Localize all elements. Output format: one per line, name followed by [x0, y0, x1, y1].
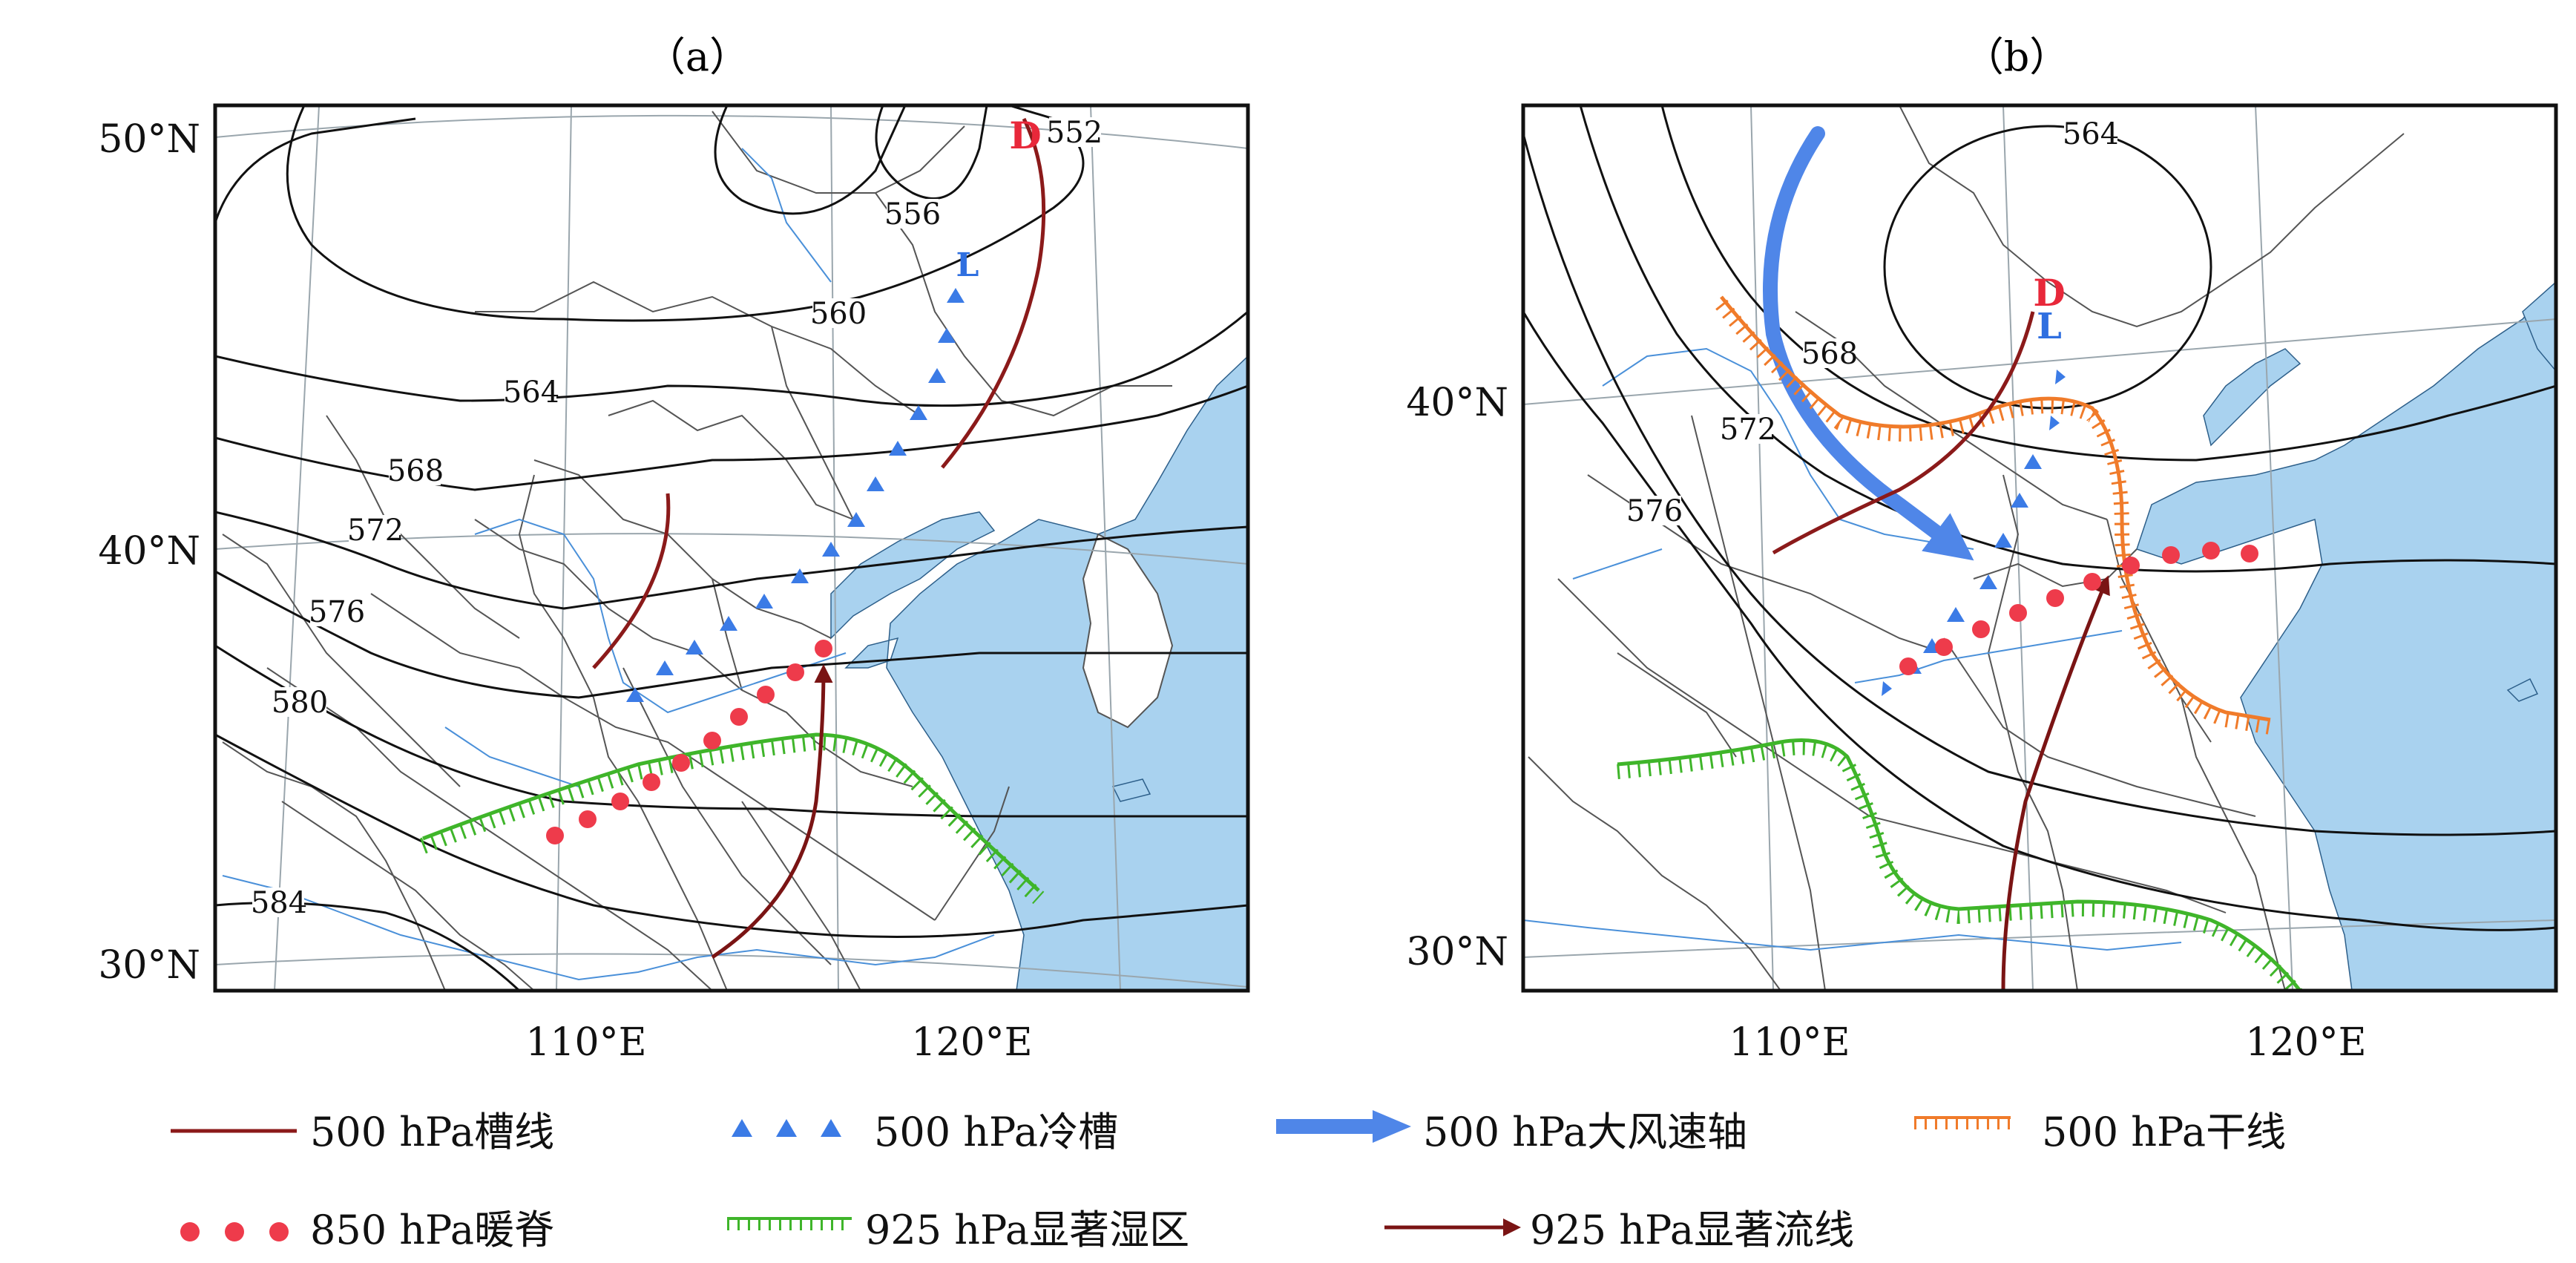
legend-item-trough: 500 hPa槽线: [171, 1109, 554, 1155]
panel-b-warm-ridge: [1899, 542, 2258, 675]
panel-a-streamline: [711, 664, 833, 959]
panel-a-graticule: [215, 105, 1248, 991]
lat-label: 50°N: [98, 117, 200, 162]
contour-label: 572: [347, 514, 404, 548]
legend-label: 500 hPa槽线: [310, 1109, 554, 1155]
legend-label: 500 hPa干线: [2042, 1109, 2286, 1155]
contour-label: 568: [1801, 337, 1858, 371]
legend-item-cold-trough: 500 hPa冷槽: [732, 1109, 1118, 1155]
low-center-d-label: D: [1009, 114, 1041, 157]
panel-b-rivers: [1523, 347, 2182, 951]
contour-label: 552: [1046, 116, 1103, 150]
legend-label: 925 hPa显著流线: [1530, 1207, 1854, 1253]
contour-label: 564: [2063, 117, 2119, 151]
panel-b-streamline: [2001, 575, 2110, 991]
lat-label: 40°N: [98, 529, 200, 574]
low-center-l-label: L: [2037, 306, 2062, 347]
contour-label: 576: [1626, 494, 1683, 528]
panel-b-map-area: 564 568 572 576: [1523, 105, 2556, 991]
panel-b-frame: [1521, 103, 2558, 993]
panel-b-trough-line: [1772, 311, 2035, 555]
panel-a: （a）: [98, 33, 1250, 1065]
low-center-d-label: D: [2033, 271, 2065, 315]
legend-item-streamline: 925 hPa显著流线: [1384, 1207, 1854, 1253]
panel-b-cold-trough: [1882, 370, 2066, 696]
legend-label: 500 hPa冷槽: [874, 1109, 1118, 1155]
contour-label: 556: [884, 197, 941, 232]
panel-a-axis-labels: 50°N 40°N 30°N 110°E 120°E: [98, 117, 1032, 1065]
lat-label: 40°N: [1406, 381, 1508, 425]
panel-a-map-area: 552 556 560 564 568 572 576 580 584: [215, 105, 1248, 991]
contour-label: 584: [251, 886, 307, 920]
legend-item-moist-area: 925 hPa显著湿区: [727, 1207, 1189, 1253]
panel-a-moist-area: [420, 732, 1045, 905]
contour-label: 560: [810, 297, 867, 331]
panel-a-sea: [830, 355, 1248, 991]
lon-label: 120°E: [911, 1020, 1032, 1065]
panel-b-graticule: [1523, 105, 2556, 991]
legend-item-dry-line: 500 hPa干线: [1914, 1109, 2286, 1155]
panel-b-moist-area: [1617, 738, 2304, 991]
panel-b-dry-line: [1715, 295, 2272, 735]
legend-label: 500 hPa大风速轴: [1423, 1109, 1747, 1155]
panel-b-jet-axis: [1763, 126, 1974, 561]
contour-label: 568: [387, 454, 444, 488]
panel-a-korea: [1082, 533, 1174, 729]
panel-a-contour-labels: 552 556 560 564 568 572 576 580 584: [251, 116, 1103, 920]
panel-b-title: （b）: [1964, 33, 2070, 80]
lon-label: 110°E: [525, 1020, 646, 1065]
panel-a-borders: [222, 111, 1172, 991]
legend-item-jet-axis: 500 hPa大风速轴: [1276, 1109, 1747, 1155]
contour-label: 572: [1720, 413, 1776, 447]
panel-a-title: （a）: [645, 33, 749, 80]
legend: 500 hPa槽线 500 hPa冷槽 500 hPa大风速轴 500 hPa干…: [171, 1109, 2286, 1253]
low-center-l-label: L: [956, 246, 979, 284]
lon-label: 110°E: [1729, 1020, 1850, 1065]
panel-a-cold-trough: [626, 288, 965, 702]
contour-label: 564: [503, 375, 559, 410]
panel-b-contour-labels: 564 568 572 576: [1626, 117, 2119, 528]
lat-label: 30°N: [98, 943, 200, 988]
legend-label: 850 hPa暖脊: [310, 1207, 554, 1253]
panel-a-warm-ridge: [546, 640, 832, 844]
contour-label: 580: [272, 686, 328, 720]
legend-item-warm-ridge: 850 hPa暖脊: [180, 1207, 554, 1253]
panel-b: （b）: [1406, 33, 2558, 1065]
panel-b-axis-labels: 40°N 30°N 110°E 120°E: [1406, 381, 2366, 1065]
panel-a-frame: [213, 103, 1250, 993]
contour-label: 576: [309, 595, 365, 629]
panel-a-trough-lines: [592, 117, 1046, 669]
panel-a-rivers: [222, 148, 995, 981]
panel-b-sea: [2136, 281, 2556, 991]
lon-label: 120°E: [2245, 1020, 2366, 1065]
lat-label: 30°N: [1406, 930, 1508, 974]
legend-label: 925 hPa显著湿区: [865, 1207, 1189, 1253]
